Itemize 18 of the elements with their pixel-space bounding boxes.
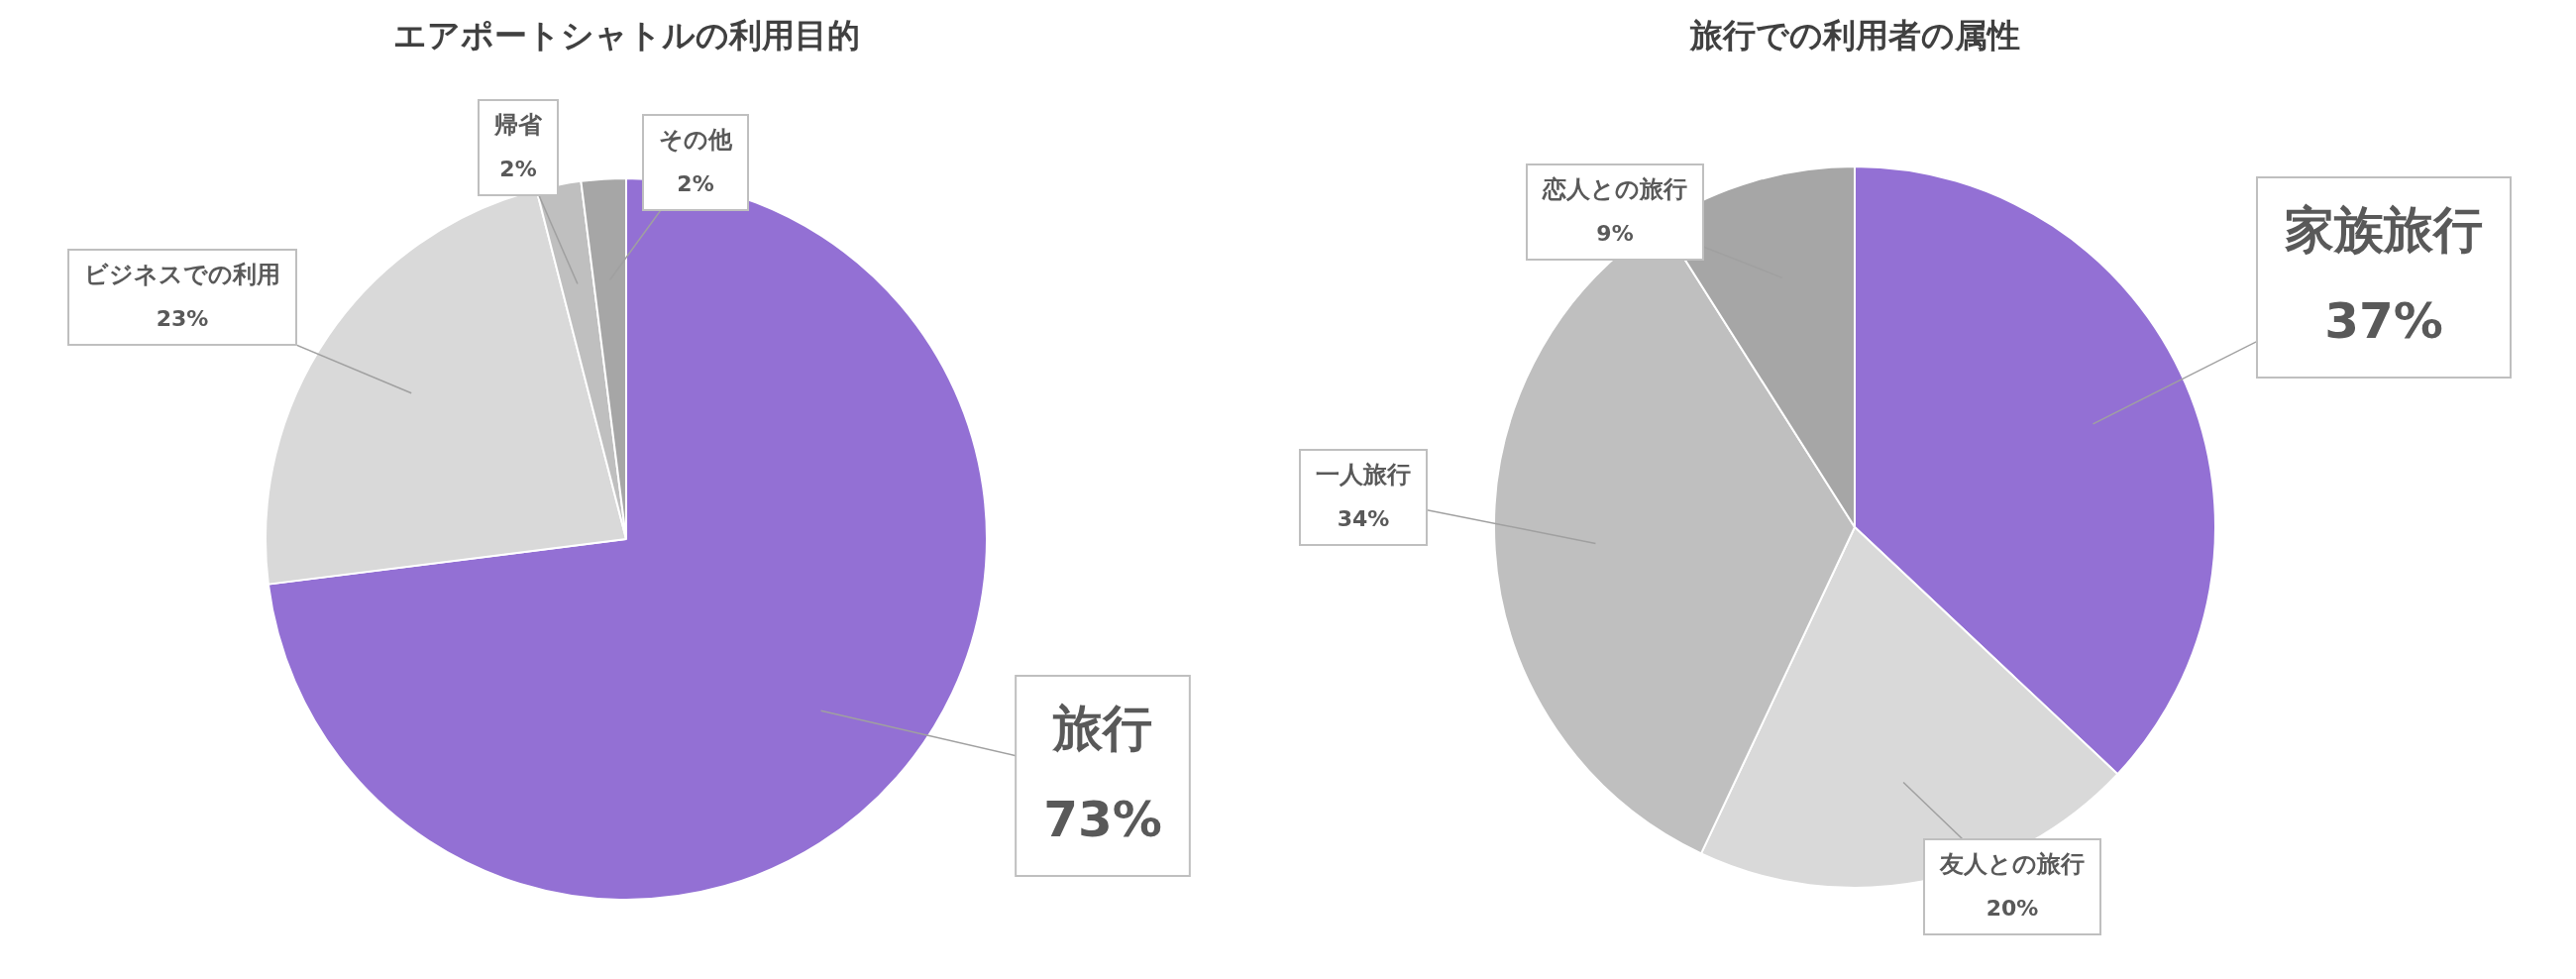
slice-label: 家族旅行 — [2285, 200, 2483, 259]
data-label: 34% — [1337, 505, 1390, 531]
slice-label: 帰省 — [493, 111, 543, 140]
slice-label: 恋人との旅行 — [1542, 175, 1687, 204]
slice-label: 一人旅行 — [1316, 461, 1411, 490]
data-label: 73% — [1043, 791, 1162, 849]
chart-title: エアポートシャトルの利用目的 — [392, 15, 860, 56]
data-label: 2% — [499, 156, 537, 181]
data-label: 9% — [1596, 220, 1634, 246]
slice-label: 旅行 — [1051, 699, 1152, 757]
slice-label: その他 — [659, 126, 733, 155]
data-label: 37% — [2324, 292, 2443, 351]
data-label: 2% — [677, 170, 714, 196]
data-label: 20% — [1986, 895, 2039, 921]
slice-label: ビジネスでの利用 — [84, 261, 280, 289]
chart-title: 旅行での利用者の属性 — [1689, 15, 2020, 56]
slice-label: 友人との旅行 — [1939, 850, 2085, 879]
data-label: 23% — [156, 305, 209, 331]
